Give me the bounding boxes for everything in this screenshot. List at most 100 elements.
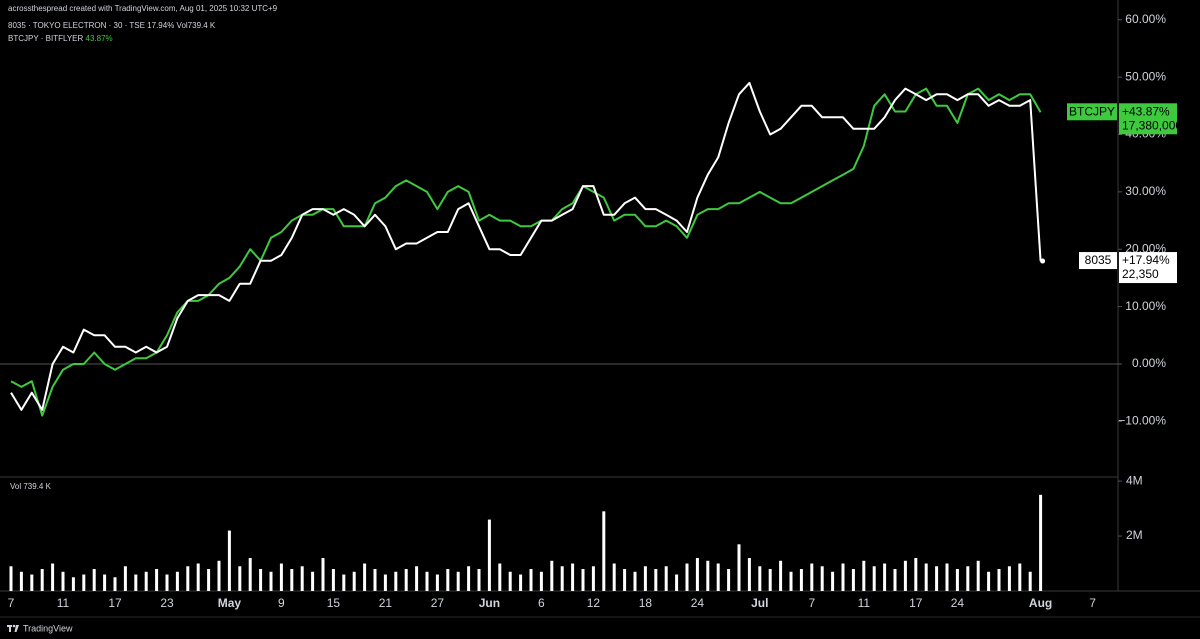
tag-name: BTCJPY: [1069, 104, 1115, 118]
volume-bar: [415, 566, 419, 591]
volume-bar: [560, 566, 564, 591]
x-tick-label: 11: [858, 596, 871, 610]
volume-bar: [123, 566, 127, 591]
logo-part: [12, 624, 16, 628]
volume-bar: [373, 569, 377, 591]
volume-bar: [456, 571, 460, 591]
x-tick-label: 9: [278, 596, 285, 610]
volume-bar: [758, 566, 762, 591]
volume-bar: [903, 560, 907, 591]
volume-bar: [779, 560, 783, 591]
volume-bar: [997, 569, 1001, 591]
volume-bar: [1007, 566, 1011, 591]
volume-bar: [186, 566, 190, 591]
volume-title: Vol: [10, 482, 21, 491]
volume-tick-label: 2M: [1126, 528, 1143, 542]
volume-bar: [550, 560, 554, 591]
volume-bar: [113, 577, 117, 591]
volume-bar: [394, 571, 398, 591]
y-tick-label: 30.00%: [1125, 184, 1166, 198]
x-tick-label: 21: [379, 596, 393, 610]
price-tag: BTCJPY +43.87%17,380,000: [1067, 103, 1182, 135]
tag-name-box: [1067, 103, 1117, 121]
logo-part: [9, 625, 11, 632]
volume-bar: [331, 569, 335, 591]
volume-bar: [321, 558, 325, 591]
credit: acrossthespread created with TradingView…: [8, 4, 278, 13]
x-tick-label: 17: [909, 596, 923, 610]
tag-value-box: [1119, 252, 1177, 284]
volume-bar: [633, 571, 637, 591]
y-tick-label: 0.00%: [1132, 356, 1166, 370]
volume-bar: [61, 571, 65, 591]
legend-btcjpy: BTCJPY · BITFLYER 43.87%: [8, 34, 113, 43]
volume-bar: [623, 569, 627, 591]
volume-bar: [435, 574, 439, 591]
volume-bar: [966, 566, 970, 591]
volume-bar: [259, 569, 263, 591]
volume-bar: [155, 569, 159, 591]
volume-bar: [654, 569, 658, 591]
volume-bar: [851, 569, 855, 591]
volume-bar: [383, 574, 387, 591]
volume-bar: [539, 571, 543, 591]
volume-bar: [508, 571, 512, 591]
x-tick-label: 18: [639, 596, 653, 610]
legend-volume: Vol739.4 K: [177, 21, 216, 30]
volume-bar: [935, 566, 939, 591]
volume-bar: [924, 563, 928, 591]
logo-part: [14, 625, 19, 632]
volume-bar: [1028, 571, 1032, 591]
volume-bar: [820, 566, 824, 591]
volume-bar: [404, 569, 408, 591]
volume-last: 739.4 K: [23, 482, 51, 491]
x-tick-label: Aug: [1029, 596, 1052, 610]
volume-bar: [92, 569, 96, 591]
x-tick-label: Jul: [751, 596, 768, 610]
brand: TradingView: [23, 623, 73, 633]
volume-bar: [810, 563, 814, 591]
volume-bar: [789, 571, 793, 591]
volume-bar: [737, 544, 741, 591]
y-tick-label: −10.00%: [1118, 414, 1166, 428]
legend-value: 17.94%: [147, 21, 174, 30]
x-tick-label: 23: [160, 596, 174, 610]
volume-bar: [581, 569, 585, 591]
volume-bar: [134, 574, 138, 591]
volume-bar: [862, 560, 866, 591]
volume-bar: [883, 563, 887, 591]
series-line: [10, 81, 1042, 411]
volume-bar: [144, 571, 148, 591]
volume-bar: [352, 571, 356, 591]
volume-bar: [768, 569, 772, 591]
volume-bar: [9, 566, 13, 591]
volume-bar: [279, 563, 283, 591]
x-tick-label: 7: [8, 596, 15, 610]
volume-bar: [831, 571, 835, 591]
volume-bar: [643, 566, 647, 591]
x-tick-label: 17: [108, 596, 122, 610]
tag-value-box: [1119, 103, 1177, 135]
volume-bar: [425, 571, 429, 591]
volume-legend: Vol 739.4 K: [10, 482, 52, 491]
x-tick-label: 12: [587, 596, 601, 610]
volume-bar: [945, 563, 949, 591]
y-tick-label: 50.00%: [1125, 69, 1166, 83]
volume-bar: [591, 566, 595, 591]
x-tick-label: 11: [57, 596, 70, 610]
volume-bar: [217, 560, 221, 591]
volume-bar: [747, 558, 751, 591]
volume-bar: [30, 574, 34, 591]
volume-bar: [342, 574, 346, 591]
volume-bar: [248, 558, 252, 591]
volume-bar: [706, 560, 710, 591]
tag-change: +43.87%: [1122, 104, 1170, 118]
x-tick-label: May: [218, 596, 242, 610]
tag-price: 22,350: [1122, 267, 1159, 281]
legend-value: 43.87%: [86, 34, 113, 43]
volume-bar: [227, 530, 231, 591]
tag-name-box: [1079, 252, 1117, 270]
x-tick-label: 15: [327, 596, 341, 610]
volume-bar: [664, 566, 668, 591]
